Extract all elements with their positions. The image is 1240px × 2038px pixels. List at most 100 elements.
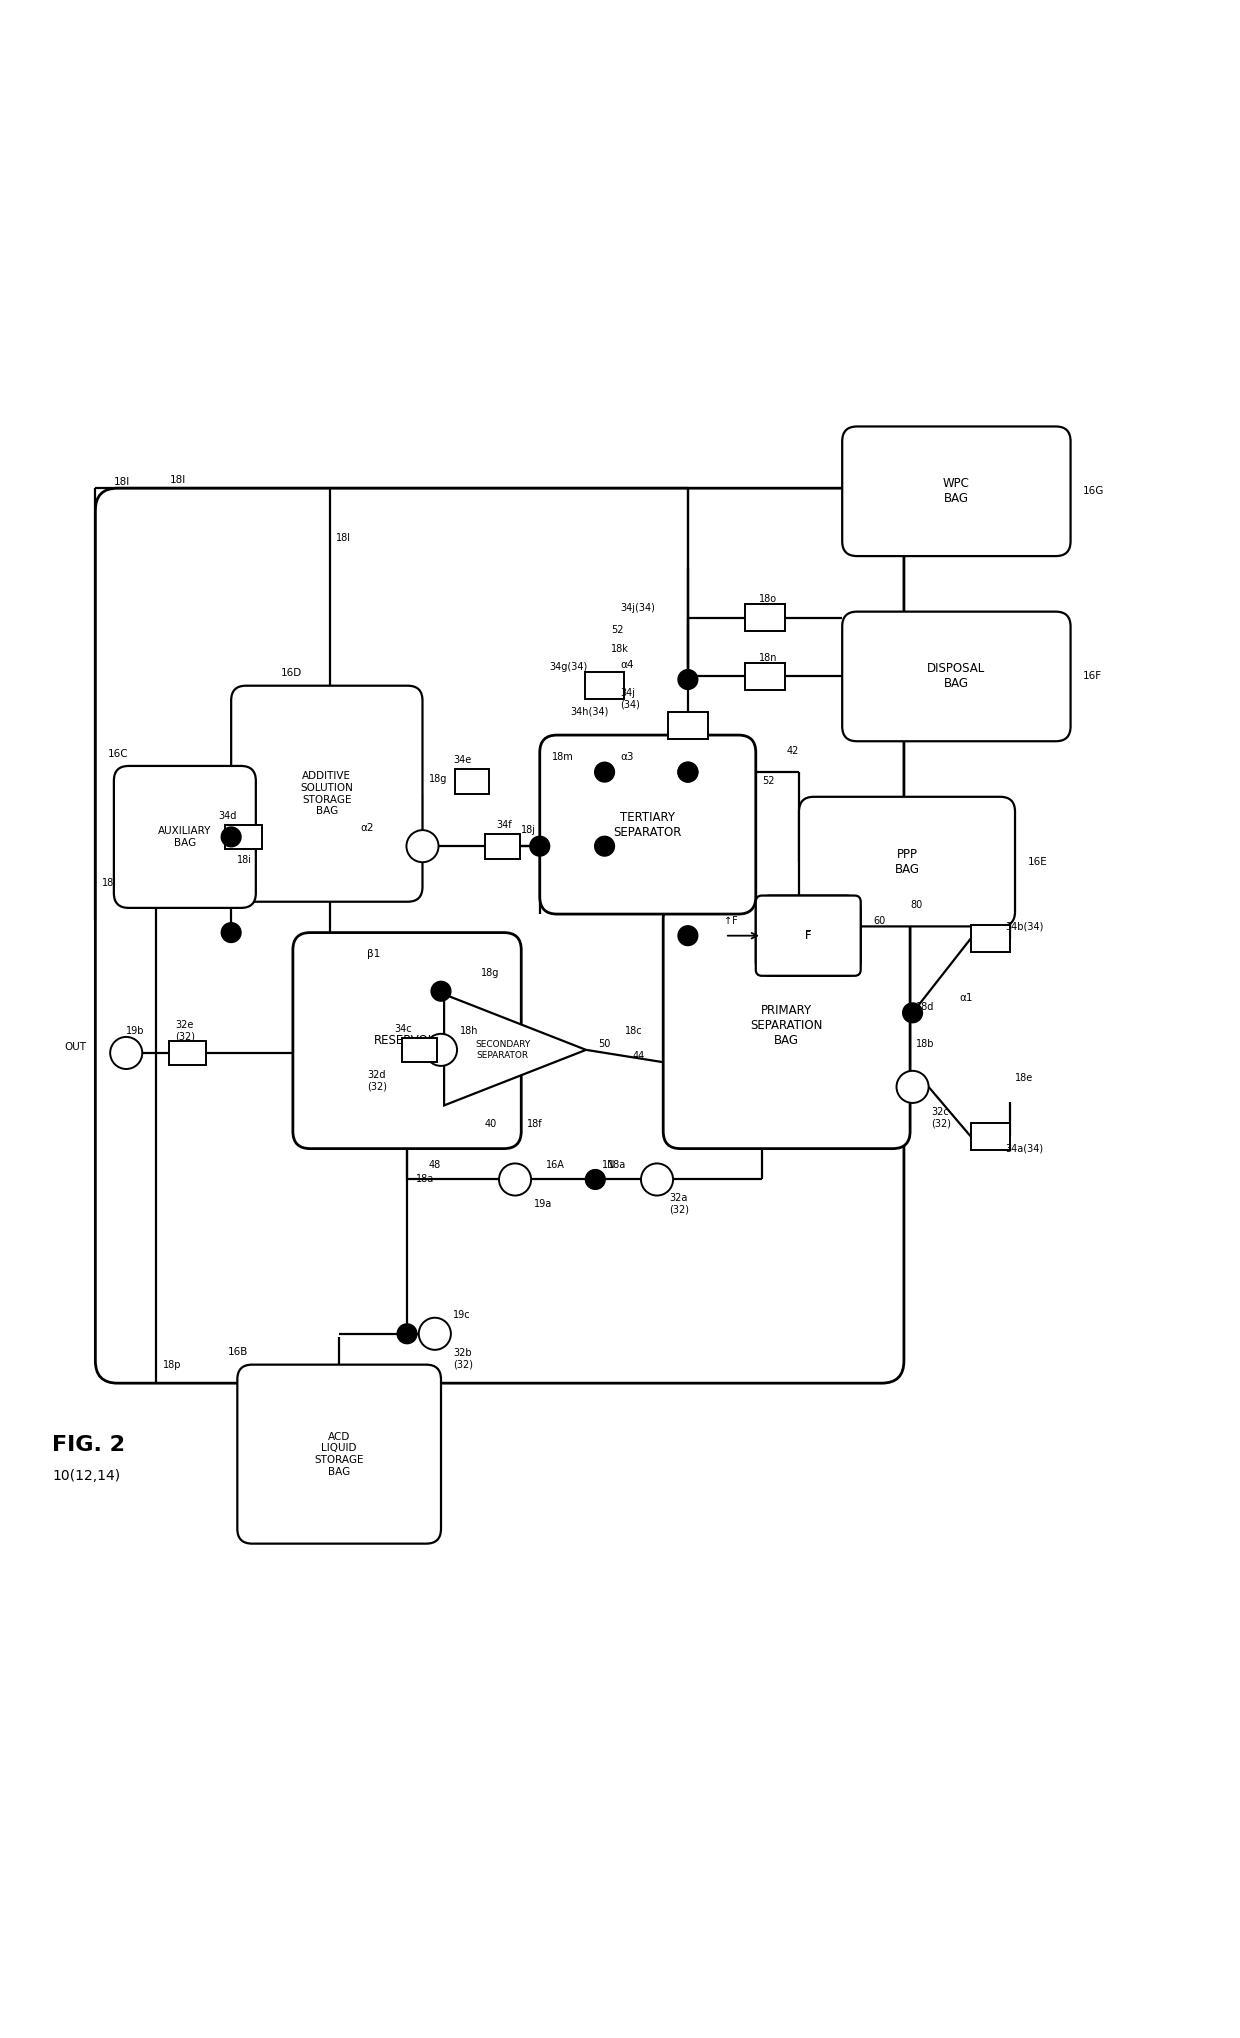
Text: 32a
(32): 32a (32) (670, 1194, 689, 1215)
Text: 34a(34): 34a(34) (1006, 1143, 1043, 1154)
Text: 16F: 16F (1083, 671, 1102, 681)
Text: 18p: 18p (162, 1359, 181, 1370)
Text: 32d
(32): 32d (32) (367, 1070, 387, 1092)
Circle shape (221, 827, 241, 848)
Text: 18l: 18l (170, 475, 186, 485)
Circle shape (498, 1164, 531, 1196)
Text: ACD
LIQUID
STORAGE
BAG: ACD LIQUID STORAGE BAG (315, 1433, 363, 1478)
Text: 19c: 19c (454, 1310, 471, 1321)
Text: β1: β1 (367, 950, 381, 960)
FancyBboxPatch shape (231, 685, 423, 901)
Bar (971, 925, 1011, 952)
Text: 52: 52 (761, 776, 775, 787)
Text: F: F (805, 929, 811, 942)
Text: 16A: 16A (546, 1160, 564, 1170)
Text: 80: 80 (910, 901, 923, 909)
Text: 16C: 16C (108, 748, 128, 758)
Text: WPC
BAG: WPC BAG (942, 477, 970, 505)
Text: 34c: 34c (394, 1023, 413, 1033)
FancyBboxPatch shape (842, 611, 1070, 742)
Text: PPP
BAG: PPP BAG (894, 848, 920, 876)
Text: 19b: 19b (126, 1025, 145, 1035)
Text: 52: 52 (611, 626, 624, 636)
Text: 60: 60 (873, 915, 885, 925)
Circle shape (678, 762, 698, 783)
Text: 18d: 18d (916, 1001, 935, 1011)
Text: 1N: 1N (601, 1160, 615, 1170)
Circle shape (425, 1033, 458, 1066)
Text: α4: α4 (620, 660, 634, 671)
Bar (485, 834, 520, 858)
Text: 18g: 18g (481, 968, 500, 978)
Text: 18l: 18l (114, 477, 130, 487)
Circle shape (595, 762, 615, 783)
Text: 32c
(32): 32c (32) (931, 1107, 951, 1129)
Text: α1: α1 (960, 993, 973, 1003)
Text: 40: 40 (484, 1119, 496, 1129)
Bar (668, 711, 708, 740)
Text: 34j(34): 34j(34) (620, 603, 655, 613)
Circle shape (903, 1003, 923, 1023)
Text: 48: 48 (429, 1160, 441, 1170)
Text: DISPOSAL
BAG: DISPOSAL BAG (928, 662, 986, 691)
Text: 18l: 18l (102, 878, 117, 889)
Text: 32e
(32): 32e (32) (176, 1019, 196, 1041)
FancyBboxPatch shape (114, 766, 255, 907)
Text: 18h: 18h (460, 1027, 479, 1037)
FancyBboxPatch shape (237, 1365, 441, 1543)
Text: 16G: 16G (1083, 487, 1105, 497)
Bar (971, 1123, 1011, 1149)
FancyBboxPatch shape (756, 895, 861, 976)
Text: SECONDARY
SEPARATOR: SECONDARY SEPARATOR (475, 1039, 531, 1060)
Circle shape (595, 836, 615, 856)
Text: ADDITIVE
SOLUTION
STORAGE
BAG: ADDITIVE SOLUTION STORAGE BAG (300, 770, 353, 815)
Bar (585, 673, 624, 699)
Circle shape (110, 1037, 143, 1070)
Text: 34d: 34d (218, 811, 237, 821)
Text: 16D: 16D (280, 668, 301, 679)
FancyBboxPatch shape (663, 901, 910, 1149)
Text: 16B: 16B (227, 1347, 248, 1357)
Text: 50: 50 (599, 1039, 611, 1050)
FancyBboxPatch shape (756, 895, 861, 976)
Text: 18o: 18o (759, 595, 777, 605)
Circle shape (678, 671, 698, 689)
Text: 42: 42 (786, 746, 799, 756)
Circle shape (529, 836, 549, 856)
Text: 18a: 18a (608, 1160, 626, 1170)
FancyBboxPatch shape (539, 736, 756, 915)
Polygon shape (444, 995, 587, 1105)
Text: 18e: 18e (1016, 1072, 1033, 1082)
Text: 18f: 18f (527, 1119, 543, 1129)
Text: ↑F: ↑F (724, 915, 738, 925)
Bar (170, 1041, 207, 1066)
Text: 10(12,14): 10(12,14) (52, 1469, 120, 1484)
Circle shape (585, 1170, 605, 1190)
Circle shape (397, 1325, 417, 1343)
Text: 34b(34): 34b(34) (1006, 921, 1044, 931)
Text: RESERVOIR: RESERVOIR (374, 1033, 440, 1048)
Circle shape (678, 925, 698, 946)
Text: 18i: 18i (237, 856, 252, 864)
FancyBboxPatch shape (842, 426, 1070, 556)
Text: TERTIARY
SEPARATOR: TERTIARY SEPARATOR (614, 811, 682, 838)
FancyBboxPatch shape (799, 797, 1016, 927)
Circle shape (678, 762, 698, 783)
Circle shape (407, 829, 439, 862)
Circle shape (897, 1070, 929, 1103)
Text: 18a: 18a (415, 1174, 434, 1184)
Bar (745, 603, 785, 632)
Text: 34e: 34e (454, 756, 471, 766)
Text: 44: 44 (632, 1052, 645, 1062)
Bar (745, 662, 785, 691)
Text: 18c: 18c (625, 1027, 642, 1037)
FancyBboxPatch shape (293, 933, 521, 1149)
Text: AUXILIARY
BAG: AUXILIARY BAG (159, 825, 212, 848)
Text: 18m: 18m (552, 752, 574, 762)
Text: 34h(34): 34h(34) (570, 705, 609, 715)
Text: 18b: 18b (916, 1039, 935, 1050)
Text: PRIMARY
SEPARATION
BAG: PRIMARY SEPARATION BAG (750, 1003, 823, 1048)
Text: α3: α3 (620, 752, 634, 762)
Text: α2: α2 (361, 823, 374, 834)
Bar (402, 1037, 436, 1062)
